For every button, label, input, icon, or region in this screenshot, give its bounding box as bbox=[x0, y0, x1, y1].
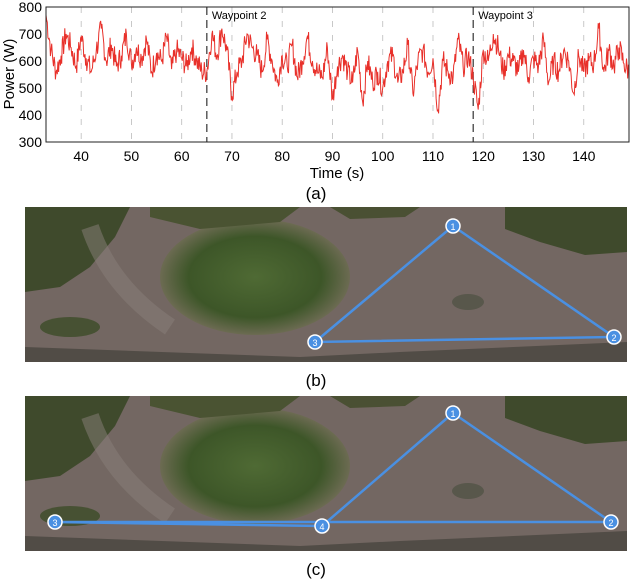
svg-text:2: 2 bbox=[611, 333, 616, 343]
y-tick-label: 600 bbox=[19, 53, 43, 69]
tree-cluster bbox=[330, 396, 420, 408]
x-axis-ticks: 40 50 60 70 80 90 100 110 120 130 140 bbox=[73, 148, 595, 164]
y-tick-label: 500 bbox=[19, 80, 43, 96]
tree-cluster bbox=[330, 207, 420, 219]
svg-text:2: 2 bbox=[608, 518, 613, 528]
waypoint-marker-4: 4 bbox=[314, 518, 330, 534]
waypoint-marker-1: 1 bbox=[445, 218, 461, 234]
power-chart: Waypoint 2 Waypoint 3 40 50 60 70 80 90 100 110 1… bbox=[1, 0, 630, 182]
aerial-map-b: 1 2 3 bbox=[25, 207, 627, 362]
svg-text:4: 4 bbox=[319, 522, 324, 532]
waypoint-label: Waypoint 3 bbox=[478, 10, 533, 22]
y-tick-label: 700 bbox=[19, 26, 43, 42]
tree-cluster bbox=[150, 207, 300, 229]
y-axis-label: Power (W) bbox=[1, 39, 18, 110]
x-tick-label: 80 bbox=[274, 148, 290, 164]
x-tick-label: 70 bbox=[224, 148, 240, 164]
shadow-strip bbox=[25, 342, 627, 362]
rock bbox=[452, 483, 484, 499]
shadow-strip bbox=[25, 531, 627, 551]
x-tick-label: 60 bbox=[174, 148, 190, 164]
x-tick-label: 100 bbox=[371, 148, 395, 164]
dirt-path bbox=[81, 413, 176, 524]
tree-cluster bbox=[25, 396, 130, 481]
waypoint-marker-1: 1 bbox=[445, 405, 461, 421]
x-tick-label: 40 bbox=[73, 148, 89, 164]
svg-text:3: 3 bbox=[52, 518, 57, 528]
vegetation-patch bbox=[160, 219, 350, 335]
waypoint-marker-2: 2 bbox=[603, 514, 619, 530]
waypoint-marker-3: 3 bbox=[47, 514, 63, 530]
x-tick-label: 110 bbox=[422, 148, 445, 164]
x-axis-label: Time (s) bbox=[310, 165, 364, 182]
aerial-map-c: 1 2 3 4 bbox=[25, 396, 627, 551]
svg-text:1: 1 bbox=[450, 222, 455, 232]
svg-text:1: 1 bbox=[450, 409, 455, 419]
tree-cluster bbox=[505, 396, 627, 444]
shrub bbox=[40, 317, 100, 337]
vegetation-patch bbox=[160, 408, 350, 524]
x-tick-label: 120 bbox=[472, 148, 496, 164]
waypoint-marker-3: 3 bbox=[307, 334, 323, 350]
x-tick-label: 50 bbox=[124, 148, 140, 164]
y-tick-label: 800 bbox=[19, 0, 43, 15]
caption-c: (c) bbox=[306, 560, 326, 579]
caption-b: (b) bbox=[305, 371, 327, 390]
x-tick-label: 130 bbox=[522, 148, 546, 164]
tree-cluster bbox=[505, 207, 627, 255]
dirt-path bbox=[81, 224, 176, 335]
tree-cluster bbox=[150, 396, 300, 418]
waypoint-marker-2: 2 bbox=[606, 329, 622, 345]
caption-a: (a) bbox=[305, 184, 327, 203]
waypoint-label: Waypoint 2 bbox=[212, 10, 267, 22]
tree-cluster bbox=[25, 207, 130, 292]
x-tick-label: 140 bbox=[572, 148, 596, 164]
chart-grid bbox=[80, 7, 585, 142]
y-tick-label: 400 bbox=[19, 107, 43, 123]
power-series-line bbox=[45, 15, 630, 114]
y-tick-label: 300 bbox=[19, 134, 43, 150]
svg-text:3: 3 bbox=[312, 338, 317, 348]
x-tick-label: 90 bbox=[325, 148, 341, 164]
y-axis-ticks: 300 400 500 600 700 800 bbox=[19, 0, 43, 150]
flight-route bbox=[311, 224, 618, 344]
rock bbox=[452, 294, 484, 310]
plot-frame bbox=[45, 6, 630, 143]
